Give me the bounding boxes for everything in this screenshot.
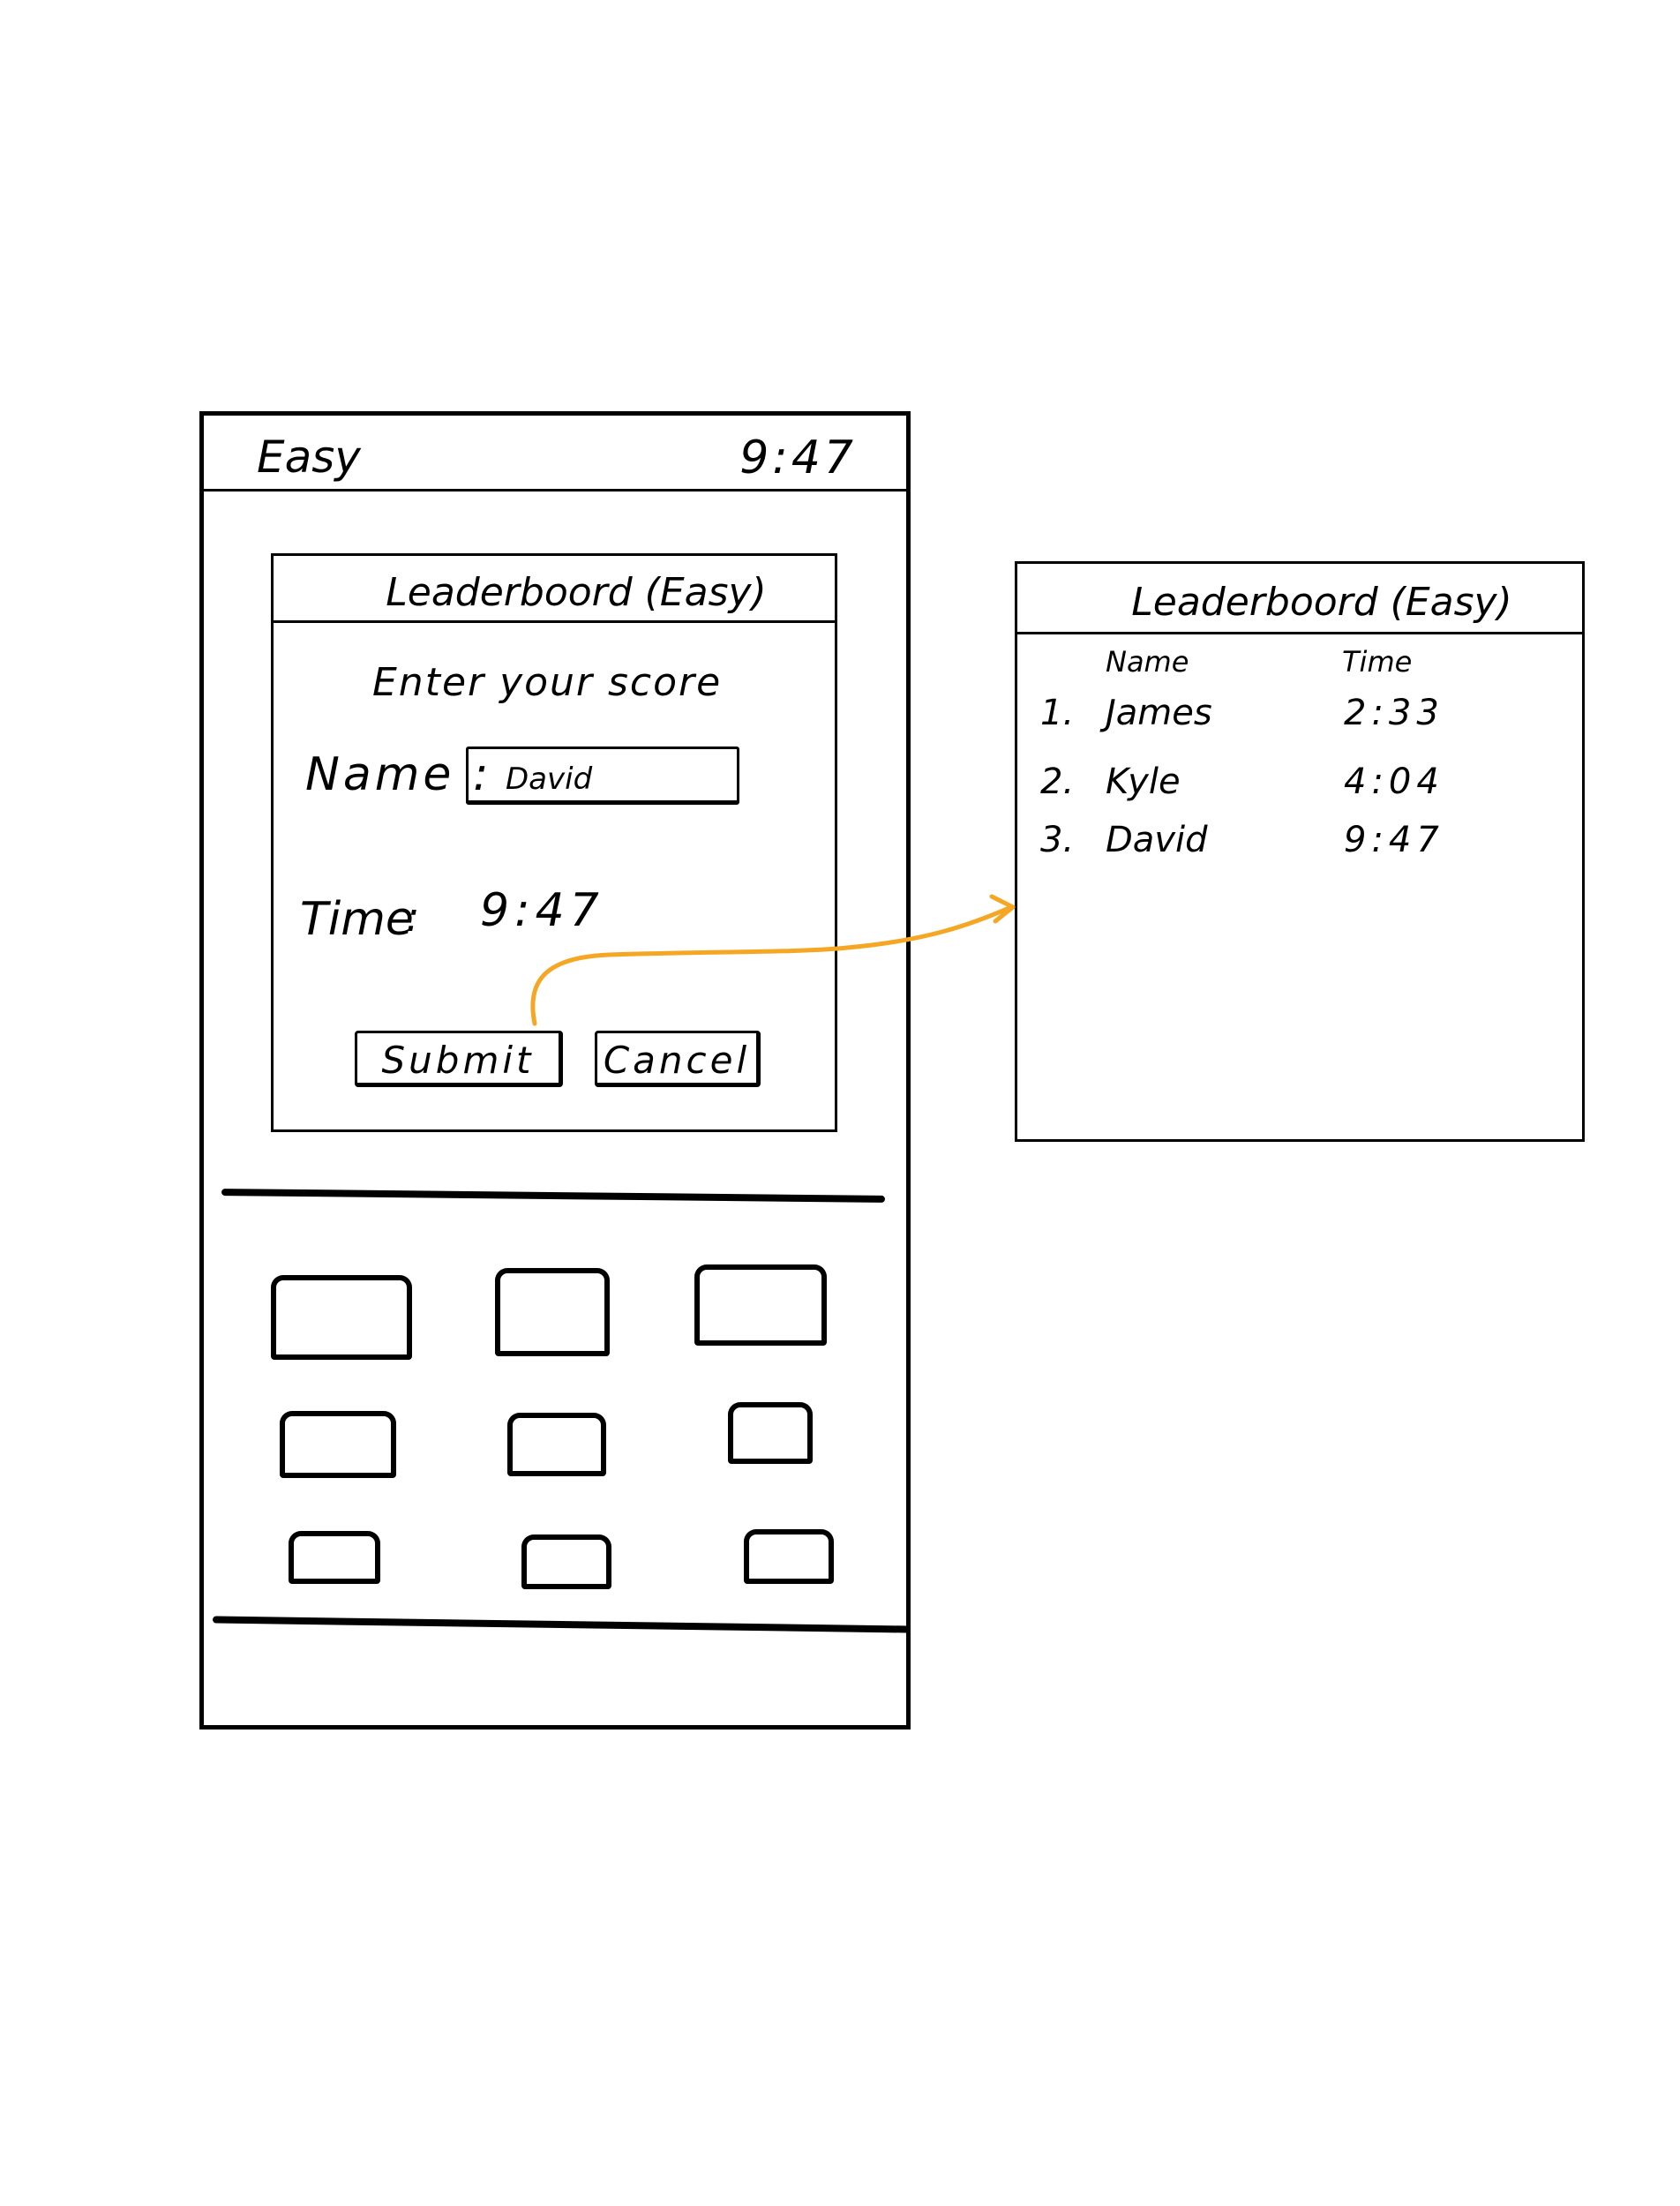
row-player: Kyle xyxy=(1106,762,1181,802)
leaderboard-row: 1. James 2:33 xyxy=(1017,693,1582,746)
cancel-button[interactable]: Cancel xyxy=(595,1031,761,1087)
leaderboard-row: 3. David 9:47 xyxy=(1017,820,1582,873)
difficulty-label: Easy xyxy=(257,431,361,483)
grid-tile[interactable] xyxy=(744,1529,834,1584)
column-header-time: Time xyxy=(1342,645,1413,679)
dialog-title: Leaderboord (Easy) xyxy=(386,570,767,615)
grid-tile[interactable] xyxy=(271,1275,412,1360)
time-label: Time xyxy=(300,893,414,946)
grid-tile[interactable] xyxy=(495,1268,610,1356)
grid-tile[interactable] xyxy=(289,1531,380,1584)
grid-tile[interactable] xyxy=(521,1534,611,1589)
time-value: 9:47 xyxy=(480,884,604,937)
phone-frame: Easy 9:47 Leaderboord (Easy) Enter your … xyxy=(199,411,911,1730)
grid-tile[interactable] xyxy=(694,1264,827,1346)
row-rank: 3. xyxy=(1040,820,1075,860)
name-input[interactable]: David xyxy=(466,747,739,805)
flow-arrow-line xyxy=(530,904,1014,1026)
phone-header: Easy 9:47 xyxy=(204,416,906,491)
leaderboard-panel: Leaderboord (Easy) Name Time 1. James 2:… xyxy=(1015,561,1585,1142)
row-time: 2:33 xyxy=(1344,693,1444,733)
leaderboard-title: Leaderboord (Easy) xyxy=(1131,580,1512,625)
grid-tile[interactable] xyxy=(280,1411,396,1478)
flow-arrow-head xyxy=(989,894,1016,924)
time-colon: : xyxy=(406,893,420,941)
submit-button[interactable]: Submit xyxy=(355,1031,563,1087)
row-player: David xyxy=(1106,820,1208,860)
game-timer: 9:47 xyxy=(739,431,857,484)
row-rank: 2. xyxy=(1040,762,1075,802)
row-time: 4:04 xyxy=(1344,762,1444,802)
score-prompt: Enter your score xyxy=(372,660,723,705)
leaderboard-row: 2. Kyle 4:04 xyxy=(1017,762,1582,814)
grid-tile[interactable] xyxy=(507,1413,606,1476)
leaderboard-title-bar: Leaderboord (Easy) xyxy=(1017,564,1582,634)
dialog-title-bar: Leaderboord (Easy) xyxy=(274,556,835,623)
column-header-name: Name xyxy=(1106,645,1189,679)
row-rank: 1. xyxy=(1040,693,1075,733)
row-player: James xyxy=(1106,693,1212,733)
name-label: Name : xyxy=(305,748,492,801)
row-time: 9:47 xyxy=(1344,820,1444,860)
score-entry-dialog: Leaderboord (Easy) Enter your score Name… xyxy=(271,553,837,1132)
grid-tile[interactable] xyxy=(728,1402,813,1464)
